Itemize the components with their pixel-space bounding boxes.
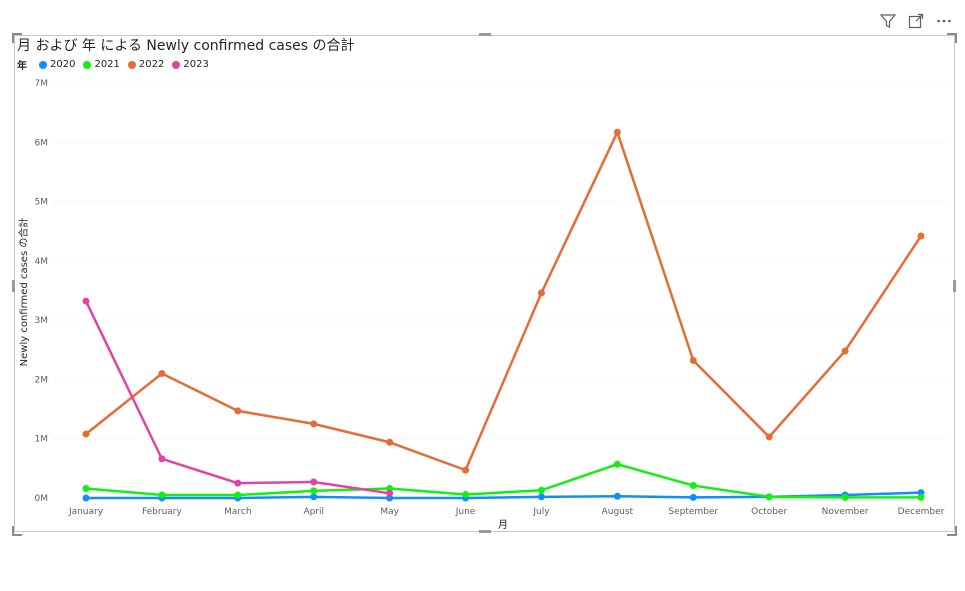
data-point-2023: [158, 455, 166, 463]
data-point-2022: [82, 430, 90, 438]
data-point-2021: [765, 493, 773, 501]
legend-label-2021: 2021: [94, 59, 120, 70]
y-axis-title: Newly confirmed cases の合計: [17, 218, 30, 367]
legend-label-2022: 2022: [138, 59, 165, 70]
data-point-2022: [386, 438, 394, 446]
y-tick-label: 1M: [35, 435, 49, 445]
x-tick-label: December: [898, 507, 945, 517]
data-point-2022: [537, 289, 545, 297]
resize-handle-left[interactable]: [12, 280, 15, 292]
data-point-2021: [537, 486, 545, 494]
data-point-2022: [841, 347, 849, 355]
x-tick-label: May: [380, 507, 399, 517]
data-point-2022: [158, 370, 166, 377]
series-line-2022: [85, 130, 923, 472]
data-point-2020: [82, 494, 90, 502]
data-point-2021: [917, 493, 925, 501]
data-point-2022: [765, 433, 773, 441]
data-point-2021: [613, 460, 621, 468]
data-point-2021: [462, 490, 470, 498]
data-point-2022: [689, 356, 697, 364]
resize-handle-top[interactable]: [479, 33, 491, 36]
series-line-2021: [85, 462, 921, 499]
data-point-2021: [689, 482, 697, 490]
data-point-2023: [310, 478, 318, 486]
chart-title: 月 および 年 による Newly confirmed cases の合計: [17, 38, 355, 54]
filter-icon[interactable]: [879, 12, 897, 30]
x-tick-label: June: [455, 507, 476, 517]
data-point-2021: [158, 491, 166, 499]
legend-item-2020[interactable]: 2020: [39, 59, 75, 70]
x-tick-label: March: [224, 507, 251, 517]
x-tick-label: April: [303, 507, 324, 517]
data-point-2022: [613, 128, 621, 136]
data-point-2023: [386, 489, 394, 497]
x-tick-label: January: [68, 507, 104, 517]
data-point-2023: [234, 479, 242, 487]
y-tick-label: 2M: [35, 375, 49, 385]
more-options-icon[interactable]: [935, 12, 953, 30]
x-tick-label: September: [668, 507, 718, 517]
legend-marker-2020: [39, 60, 47, 69]
legend-item-2021[interactable]: 2021: [83, 59, 120, 70]
legend-label-2020: 2020: [50, 59, 76, 70]
legend-item-2023[interactable]: 2023: [172, 59, 209, 70]
data-point-2022: [917, 232, 925, 240]
y-tick-label: 7M: [35, 79, 49, 89]
legend-title: 年: [17, 61, 27, 72]
data-point-2023: [82, 297, 90, 305]
resize-corner-top-left[interactable]: [12, 33, 22, 43]
y-tick-label: 5M: [35, 198, 49, 208]
resize-corner-bottom-left[interactable]: [12, 526, 22, 536]
data-point-2020: [689, 493, 697, 501]
x-axis-title: 月: [498, 519, 508, 531]
x-tick-label: July: [532, 507, 550, 517]
resize-handle-right[interactable]: [953, 280, 956, 292]
x-tick-label: November: [822, 507, 869, 517]
data-point-2021: [82, 485, 90, 493]
legend-marker-2022: [127, 60, 136, 69]
legend-item-2022[interactable]: 2022: [127, 59, 165, 70]
legend-label-2023: 2023: [183, 59, 209, 70]
x-tick-label: February: [142, 507, 183, 517]
data-point-2022: [462, 466, 470, 474]
y-tick-label: 3M: [35, 316, 49, 326]
legend-marker-2021: [83, 60, 92, 69]
data-point-2022: [310, 420, 318, 428]
y-tick-label: 4M: [35, 257, 49, 267]
visual-header-icons: [879, 12, 953, 30]
data-point-2020: [613, 492, 621, 500]
resize-handle-bottom[interactable]: [479, 530, 491, 533]
legend: 年 2020 2021 2022 2023: [17, 57, 209, 72]
y-tick-label: 6M: [35, 138, 49, 148]
data-point-2021: [841, 493, 849, 501]
data-point-2021: [234, 491, 242, 499]
focus-mode-icon[interactable]: [907, 12, 925, 30]
resize-corner-top-right[interactable]: [947, 33, 957, 43]
y-tick-label: 0M: [35, 494, 49, 504]
x-tick-label: October: [751, 507, 787, 517]
data-point-2021: [310, 487, 318, 495]
series-line-2023: [84, 300, 390, 495]
x-tick-label: August: [602, 507, 634, 517]
data-point-2020: [537, 493, 545, 501]
data-point-2020: [310, 493, 318, 501]
data-point-2022: [234, 407, 242, 415]
resize-corner-bottom-right[interactable]: [947, 526, 957, 536]
legend-marker-2023: [172, 60, 181, 69]
